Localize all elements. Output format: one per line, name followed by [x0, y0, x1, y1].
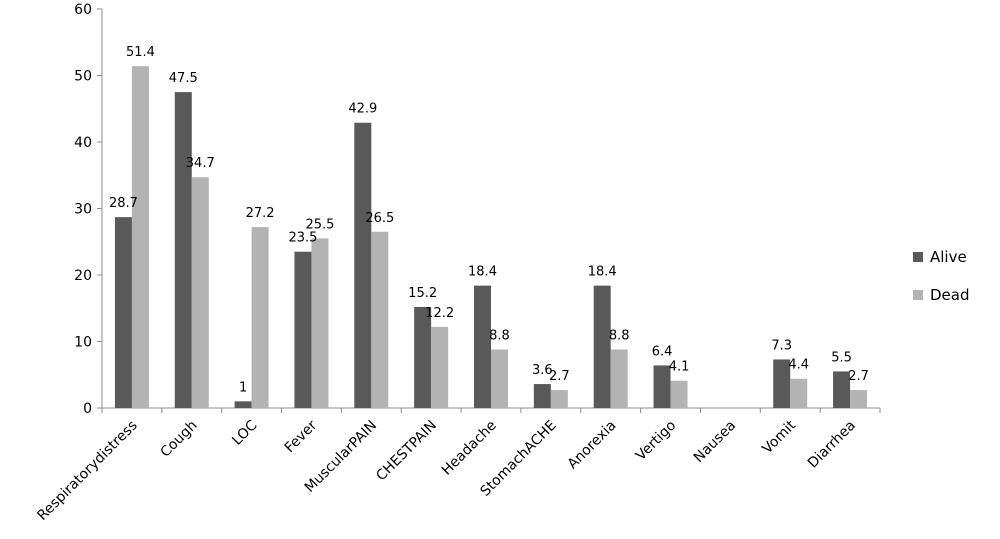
bar-dead — [550, 390, 568, 408]
data-label-alive: 5.5 — [831, 350, 852, 365]
x-category-label: LOC — [229, 417, 260, 448]
x-category-label: Diarrhea — [805, 418, 859, 472]
bar-alive — [653, 365, 671, 408]
bar-alive — [773, 359, 791, 408]
data-labels: 28.7 51.4 47.5 34.7 1 27.2 23.525.5 42.9 26.5 15.… — [109, 45, 869, 395]
data-label-alive: 15.2 — [408, 286, 437, 301]
data-label-dead: 34.7 — [186, 156, 215, 171]
bar-dead — [371, 231, 389, 408]
data-label-dead: 26.5 — [365, 211, 394, 226]
bar-alive — [593, 285, 611, 408]
data-label-dead: 4.4 — [788, 358, 809, 373]
data-label-alive: 28.7 — [109, 196, 138, 211]
data-label-alive: 1 — [239, 380, 247, 395]
bar-alive — [474, 285, 491, 408]
data-label-alive: 18.4 — [588, 265, 617, 280]
data-label-dead: 25.5 — [305, 217, 334, 232]
y-tick-label: 10 — [74, 335, 92, 351]
bar-dead — [251, 227, 269, 408]
x-category-label: Headache — [439, 418, 500, 479]
bar-alive — [414, 306, 432, 408]
x-category-label: Cough — [157, 418, 200, 461]
bar-dead — [131, 66, 149, 408]
bar-dead — [670, 380, 688, 408]
category-labels: Respiratorydistress Cough LOC FeverMuscular… — [34, 417, 859, 524]
bar-dead — [431, 326, 449, 408]
x-category-label: CHESTPAIN — [373, 418, 440, 485]
bar-dead — [610, 349, 628, 408]
x-category-label: Respiratorydistress — [34, 418, 140, 524]
legend-swatch-dead — [913, 290, 923, 300]
bar-dead — [790, 378, 808, 408]
y-tick-label: 30 — [74, 202, 92, 218]
x-category-label: Fever — [282, 417, 321, 456]
data-label-dead: 12.2 — [425, 306, 454, 321]
bar-dead — [311, 238, 329, 408]
bar-alive — [234, 401, 252, 408]
legend: Alive Dead — [913, 248, 970, 304]
bar-alive — [354, 122, 372, 408]
data-label-dead: 4.1 — [669, 360, 690, 375]
bars — [114, 66, 868, 408]
y-tick-label: 50 — [74, 69, 92, 85]
data-label-alive: 23.5 — [288, 231, 317, 246]
legend-label-dead: Dead — [930, 286, 970, 304]
bar-alive — [833, 371, 851, 408]
data-label-alive: 6.4 — [652, 344, 673, 359]
bar-dead — [491, 349, 508, 408]
data-label-alive: 18.4 — [468, 265, 497, 280]
data-label-dead: 8.8 — [609, 328, 630, 343]
axes: 0 10 20 30 40 50 60 — [74, 2, 881, 417]
data-label-dead: 27.2 — [246, 206, 275, 221]
y-tick-label: 20 — [74, 268, 92, 284]
x-category-label: Anorexia — [565, 418, 620, 473]
data-label-alive: 42.9 — [348, 102, 377, 117]
bar-alive — [174, 92, 192, 408]
legend-label-alive: Alive — [930, 248, 967, 266]
bar-dead — [850, 390, 868, 408]
data-label-alive: 47.5 — [169, 71, 198, 86]
x-category-label: Vomit — [759, 417, 799, 457]
bar-alive — [114, 217, 132, 408]
data-label-dead: 2.7 — [848, 369, 869, 384]
y-tick-label: 60 — [74, 2, 92, 18]
legend-swatch-alive — [913, 252, 923, 262]
bar-alive — [294, 251, 312, 408]
data-label-dead: 8.8 — [489, 328, 510, 343]
bar-dead — [191, 177, 209, 408]
y-tick-label: 40 — [74, 135, 92, 151]
x-category-label: Vertigo — [633, 418, 679, 464]
data-label-alive: 7.3 — [771, 338, 792, 353]
y-tick-label: 0 — [83, 401, 92, 417]
x-category-label: Nausea — [691, 418, 739, 466]
data-label-alive: 3.6 — [532, 363, 553, 378]
bar-alive — [533, 384, 551, 408]
data-label-dead: 51.4 — [126, 45, 155, 60]
data-label-dead: 2.7 — [549, 369, 570, 384]
